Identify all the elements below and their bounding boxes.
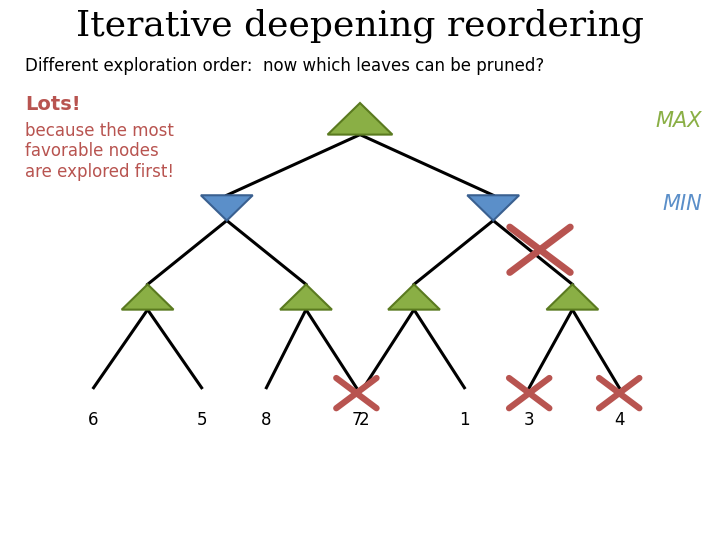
Text: MAX: MAX xyxy=(655,111,702,131)
Polygon shape xyxy=(467,195,519,220)
Text: MIN: MIN xyxy=(662,194,702,214)
Text: Lots!: Lots! xyxy=(25,94,81,113)
Polygon shape xyxy=(388,285,440,309)
Text: 3: 3 xyxy=(524,411,534,429)
Text: 1: 1 xyxy=(459,411,469,429)
Text: Iterative deepening reordering: Iterative deepening reordering xyxy=(76,8,644,43)
Text: 4: 4 xyxy=(614,411,624,429)
Polygon shape xyxy=(201,195,253,220)
Polygon shape xyxy=(328,103,392,134)
Text: 8: 8 xyxy=(261,411,271,429)
Polygon shape xyxy=(546,285,598,309)
Text: Different exploration order:  now which leaves can be pruned?: Different exploration order: now which l… xyxy=(25,57,544,75)
Polygon shape xyxy=(280,285,332,309)
Text: 2: 2 xyxy=(359,411,369,429)
Text: 6: 6 xyxy=(89,411,99,429)
Polygon shape xyxy=(122,285,174,309)
Text: because the most
favorable nodes
are explored first!: because the most favorable nodes are exp… xyxy=(25,122,174,181)
Text: 7: 7 xyxy=(351,411,361,429)
Text: 5: 5 xyxy=(197,411,207,429)
